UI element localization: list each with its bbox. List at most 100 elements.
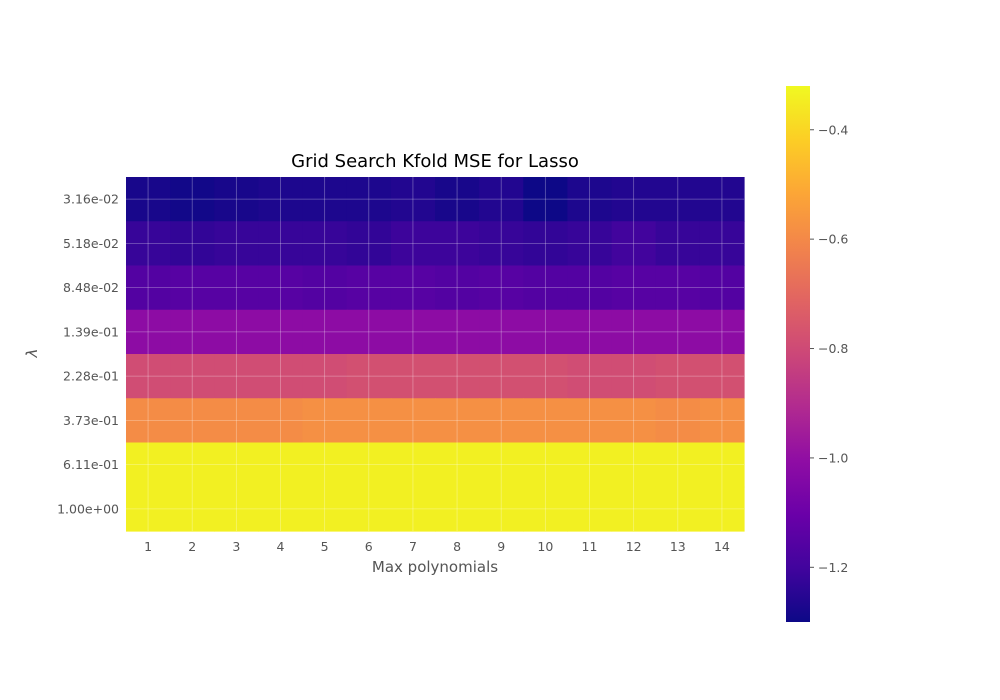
heatmap-cell [214,354,260,399]
heatmap-cell [258,177,304,222]
heatmap-cell [479,442,524,488]
y-tick-label: 8.48e-02 [63,280,119,295]
heatmap-cell [214,221,260,267]
heatmap-cell [479,486,524,532]
x-tick-label: 11 [582,539,598,554]
heatmap-cell [655,309,701,355]
heatmap-cell [126,265,171,311]
x-tick-label: 9 [497,539,505,554]
heatmap-cell [567,442,613,488]
x-tick-label: 1 [144,539,152,554]
heatmap-cell [435,398,480,444]
heatmap-cell [302,221,348,267]
heatmap-cell [214,309,260,355]
heatmap-cell [390,309,436,355]
heatmap-cell [435,177,480,222]
heatmap-cell [655,442,701,488]
heatmap-cell [170,398,215,444]
heatmap-cell [126,398,171,444]
colorbar-tick-label: −1.0 [818,450,848,465]
heatmap-cell [699,221,745,267]
heatmap-cell [346,354,392,399]
heatmap-cells [126,177,745,532]
colorbar-tick-label: −1.2 [818,560,848,575]
heatmap-cell [699,177,745,222]
heatmap-cell [346,398,392,444]
heatmap-cell [170,442,215,488]
heatmap-cell [258,486,304,532]
heatmap-cell [523,309,569,355]
heatmap-cell [258,442,304,488]
heatmap-cell [214,265,260,311]
heatmap-cell [479,265,524,311]
heatmap-cell [435,309,480,355]
heatmap-cell [258,309,304,355]
x-tick-label: 6 [365,539,373,554]
grid-lines [126,177,744,531]
heatmap-cell [346,442,392,488]
y-axis-ticks: 3.16e-02 5.18e-02 8.48e-02 1.39e-01 2.28e-01… [57,192,119,517]
x-tick-label: 8 [453,539,461,554]
heatmap-cell [655,265,701,311]
x-tick-label: 13 [670,539,686,554]
heatmap-cell [126,486,171,532]
heatmap-cell [611,354,657,399]
heatmap-cell [699,265,745,311]
heatmap-cell [699,486,745,532]
heatmap-cell [346,265,392,311]
x-tick-label: 2 [188,539,196,554]
heatmap-cell [523,486,569,532]
heatmap-cell [655,398,701,444]
heatmap-cell [479,398,524,444]
heatmap-cell [214,442,260,488]
heatmap-cell [126,354,171,399]
heatmap-cell [302,442,348,488]
heatmap-cell [390,398,436,444]
heatmap-cell [479,221,524,267]
heatmap-cell [258,221,304,267]
heatmap-cell [214,177,260,222]
heatmap-cell [611,398,657,444]
heatmap-cell [346,177,392,222]
heatmap-cell [126,221,171,267]
heatmap-cell [567,265,613,311]
heatmap-cell [126,442,171,488]
heatmap-cell [390,265,436,311]
y-tick-label: 5.18e-02 [63,236,119,251]
colorbar-ticks: −0.4 −0.6 −0.8 −1.0 −1.2 [810,122,848,575]
x-tick-label: 4 [277,539,285,554]
heatmap-cell [523,265,569,311]
heatmap-cell [170,177,215,222]
heatmap-cell [390,354,436,399]
heatmap-cell [699,442,745,488]
x-axis-ticks: 1 2 3 4 5 6 7 8 9 10 11 12 13 14 [144,539,730,554]
x-tick-label: 7 [409,539,417,554]
heatmap-cell [699,354,745,399]
heatmap-cell [170,486,215,532]
heatmap-cell [567,177,613,222]
heatmap-cell [699,398,745,444]
colorbar-tick-label: −0.4 [818,122,848,137]
chart-title: Grid Search Kfold MSE for Lasso [291,151,579,172]
colorbar-tick-label: −0.6 [818,232,848,247]
heatmap-cell [346,309,392,355]
heatmap-cell [390,442,436,488]
colorbar [786,86,810,622]
heatmap-cell [258,265,304,311]
heatmap-cell [214,486,260,532]
heatmap-cell [523,398,569,444]
heatmap-cell [302,265,348,311]
heatmap-cell [567,354,613,399]
heatmap-cell [258,398,304,444]
heatmap-cell [699,309,745,355]
heatmap-cell [435,354,480,399]
heatmap-cell [302,354,348,399]
y-tick-label: 2.28e-01 [63,369,119,384]
heatmap-cell [567,221,613,267]
heatmap-cell [435,221,480,267]
x-axis-label: Max polynomials [372,558,498,576]
heatmap-cell [655,221,701,267]
heatmap-cell [302,486,348,532]
heatmap-cell [435,265,480,311]
